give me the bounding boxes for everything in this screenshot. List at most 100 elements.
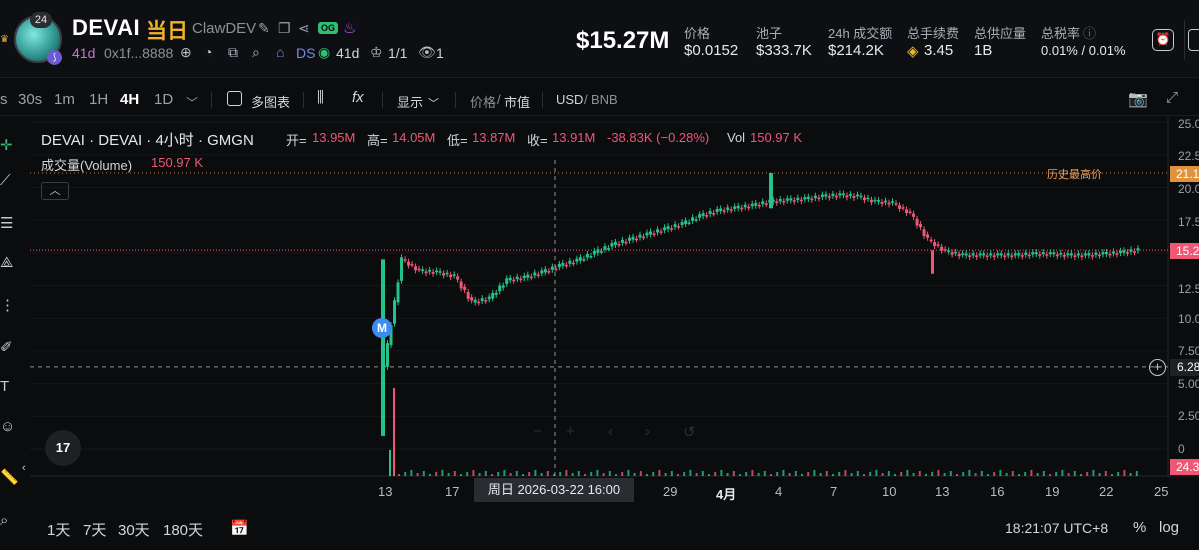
zoom-tool-icon[interactable]: ⌕ bbox=[0, 512, 9, 529]
range-180d[interactable]: 180天 bbox=[163, 522, 204, 539]
brush-tool-icon[interactable]: ✐ bbox=[0, 339, 13, 356]
volume-bar bbox=[763, 471, 766, 476]
dev-name[interactable]: ClawDEV bbox=[192, 20, 257, 37]
usd-toggle[interactable]: USD bbox=[556, 92, 584, 107]
alarm-icon[interactable]: ⏰ bbox=[1152, 29, 1174, 51]
candle bbox=[431, 271, 435, 274]
volume-bar bbox=[1117, 472, 1120, 476]
pattern-tool-icon[interactable]: ⟁ bbox=[0, 254, 14, 271]
range-1d[interactable]: 1天 bbox=[47, 522, 71, 539]
zoom-out-icon[interactable]: − bbox=[533, 423, 542, 440]
candle bbox=[785, 198, 789, 201]
display-menu[interactable]: 显示 bbox=[397, 95, 424, 110]
mcap-toggle[interactable]: 市值 bbox=[504, 95, 531, 110]
volume-bar bbox=[701, 471, 704, 476]
copy-icon[interactable]: ❐ bbox=[278, 20, 291, 36]
volume-bar bbox=[949, 471, 952, 476]
add-alert-icon[interactable]: + bbox=[1149, 359, 1166, 376]
volume-bar bbox=[460, 474, 462, 476]
volume-title: 成交量(Volume) bbox=[41, 158, 133, 173]
home-icon[interactable]: ⌂ bbox=[276, 44, 285, 60]
chevron-down-icon[interactable]: ﹀ bbox=[186, 96, 199, 110]
collapse-tools-icon[interactable]: ‹ bbox=[22, 462, 26, 474]
candle bbox=[1083, 253, 1087, 256]
close-value: 13.91M bbox=[552, 130, 596, 145]
candle bbox=[592, 250, 596, 255]
fullscreen-icon[interactable]: ⤢ bbox=[1166, 89, 1179, 106]
reset-icon[interactable]: ↺ bbox=[683, 424, 696, 441]
migration-marker[interactable]: M bbox=[372, 318, 392, 338]
price-toggle[interactable]: 价格 bbox=[470, 95, 497, 110]
volume-bar bbox=[1104, 471, 1107, 476]
indicators-icon[interactable]: fx bbox=[352, 89, 364, 106]
scroll-right-icon[interactable]: › bbox=[645, 423, 650, 440]
volume-bar bbox=[732, 471, 735, 476]
clock[interactable]: 18:21:07 UTC+8 bbox=[1005, 520, 1109, 536]
candle bbox=[891, 201, 895, 203]
volume-bar bbox=[714, 472, 717, 476]
emoji-tool-icon[interactable]: ☺ bbox=[0, 418, 16, 435]
multichart-label[interactable]: 多图表 bbox=[251, 95, 291, 110]
search-icon[interactable]: ⌕ bbox=[252, 44, 260, 60]
range-7d[interactable]: 7天 bbox=[83, 522, 107, 539]
candle bbox=[466, 292, 470, 299]
volume-bar bbox=[389, 450, 391, 476]
chevron-down-icon[interactable]: ﹀ bbox=[428, 98, 439, 110]
tf-4h[interactable]: 4H bbox=[120, 91, 140, 108]
candle bbox=[982, 253, 986, 256]
stat-label-supply: 总供应量 bbox=[974, 26, 1027, 41]
fib-tool-icon[interactable]: ☰ bbox=[0, 215, 14, 232]
candle bbox=[1038, 254, 1042, 256]
bnb-toggle[interactable]: BNB bbox=[591, 92, 618, 107]
collapse-legend-button[interactable]: ︿ bbox=[41, 182, 69, 200]
percent-toggle[interactable]: % bbox=[1133, 519, 1147, 536]
candle bbox=[691, 217, 695, 221]
chart-link-icon[interactable]: ◔ bbox=[204, 44, 213, 60]
date-range-icon[interactable]: 📅 bbox=[230, 520, 249, 537]
website-icon[interactable]: ⊕ bbox=[180, 44, 192, 60]
edit-box-icon[interactable]: ⧉ bbox=[228, 44, 238, 60]
crown-icon: ♛ bbox=[0, 34, 9, 45]
contract-address[interactable]: 0x1f...8888 bbox=[104, 45, 174, 61]
candle bbox=[929, 239, 933, 242]
volume-bar bbox=[770, 474, 772, 476]
range-30d[interactable]: 30天 bbox=[118, 522, 150, 539]
candle bbox=[617, 243, 621, 246]
log-toggle[interactable]: log bbox=[1159, 519, 1180, 536]
candle bbox=[663, 227, 667, 231]
panel-toggle-icon[interactable] bbox=[1188, 29, 1199, 51]
candle bbox=[501, 285, 505, 288]
ruler-tool-icon[interactable]: 📏 bbox=[0, 469, 19, 486]
tf-1d[interactable]: 1D bbox=[154, 91, 174, 108]
candle bbox=[410, 264, 414, 266]
zoom-in-icon[interactable]: + bbox=[566, 423, 575, 440]
tf-s[interactable]: s bbox=[0, 91, 8, 108]
tradingview-logo[interactable]: 17 bbox=[45, 430, 81, 466]
tf-30s[interactable]: 30s bbox=[18, 91, 43, 108]
crosshair-tool-icon[interactable]: ✛ bbox=[0, 137, 13, 154]
candle bbox=[989, 253, 993, 256]
tf-1m[interactable]: 1m bbox=[54, 91, 75, 108]
forecast-tool-icon[interactable]: ⋮ bbox=[0, 297, 15, 314]
trendline-tool-icon[interactable]: ⟋ bbox=[0, 172, 11, 189]
dexscreener-link[interactable]: DS bbox=[296, 45, 316, 61]
edit-icon[interactable]: ✎ bbox=[258, 20, 270, 36]
candle bbox=[561, 262, 565, 266]
y-tick: 5.00 bbox=[1178, 377, 1199, 391]
ath-candle bbox=[769, 173, 773, 209]
candle bbox=[526, 274, 530, 278]
volume-bar bbox=[918, 471, 921, 476]
tf-1h[interactable]: 1H bbox=[89, 91, 109, 108]
volume-bar bbox=[683, 472, 686, 476]
help-icon[interactable]: ⓘ bbox=[1083, 26, 1097, 41]
text-tool-icon[interactable]: T bbox=[0, 378, 10, 395]
candle bbox=[824, 194, 828, 197]
x-tick: 17 bbox=[445, 484, 460, 499]
scroll-left-icon[interactable]: ‹ bbox=[608, 423, 613, 440]
share-icon[interactable]: ⋖ bbox=[298, 20, 310, 36]
camera-icon[interactable]: 📷 bbox=[1128, 91, 1148, 108]
candle bbox=[1066, 253, 1070, 256]
candle-type-icon[interactable]: ⫼ bbox=[317, 89, 324, 106]
multichart-checkbox[interactable] bbox=[227, 91, 242, 106]
